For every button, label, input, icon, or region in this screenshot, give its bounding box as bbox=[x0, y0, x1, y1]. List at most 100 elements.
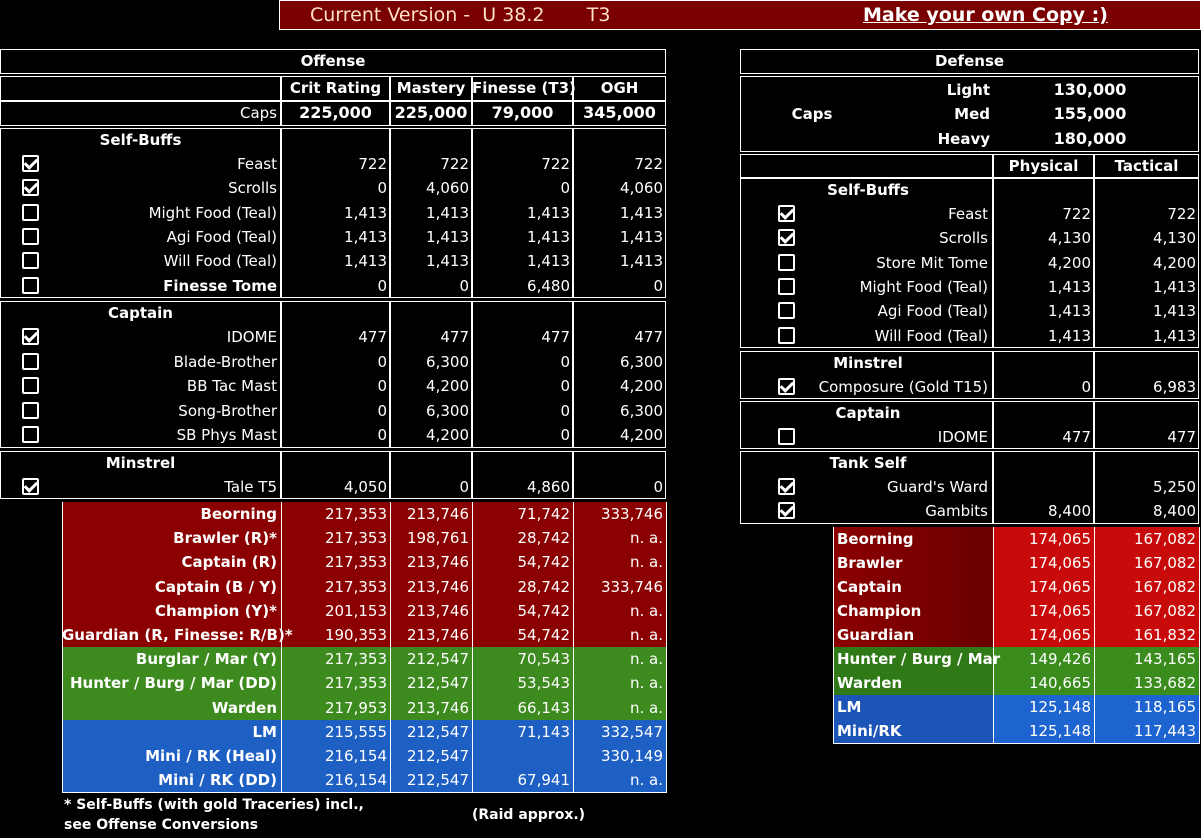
offense-cap-value: 225,000 bbox=[299, 103, 372, 122]
defense-result-label: Champion bbox=[837, 602, 922, 620]
offense-row-value: 722 bbox=[634, 155, 663, 173]
offense-row-value: 477 bbox=[358, 328, 387, 346]
offense-row-value: 1,413 bbox=[527, 252, 570, 271]
offense-section-value-col bbox=[390, 301, 472, 448]
offense-title: Offense bbox=[300, 52, 366, 70]
offense-caps-cell bbox=[0, 101, 281, 126]
offense-checkbox-agi-food-teal-[interactable] bbox=[22, 227, 39, 245]
defense-result-value-bg bbox=[993, 599, 1199, 624]
defense-column-header: Tactical bbox=[1114, 157, 1179, 175]
offense-row-value: 477 bbox=[541, 328, 570, 346]
defense-row-label: Composure (Gold T15) bbox=[818, 378, 988, 396]
defense-result-value: 161,832 bbox=[1133, 626, 1196, 644]
offense-result-value: 212,547 bbox=[406, 674, 469, 693]
offense-section-title: Self-Buffs bbox=[99, 131, 182, 149]
offense-checkbox-idome[interactable] bbox=[22, 328, 39, 345]
offense-row-value: 722 bbox=[440, 155, 469, 173]
defense-result-value: 167,082 bbox=[1133, 578, 1196, 596]
offense-result-row bbox=[62, 623, 666, 648]
defense-checkbox-idome[interactable] bbox=[778, 428, 795, 445]
grid-line bbox=[666, 502, 667, 793]
offense-checkbox-blade-brother[interactable] bbox=[22, 352, 39, 370]
offense-row-value: 722 bbox=[358, 155, 387, 173]
defense-row-label: Guard's Ward bbox=[887, 478, 988, 496]
defense-row-label: Feast bbox=[948, 205, 988, 223]
offense-row-value: 1,413 bbox=[426, 227, 469, 246]
offense-row-value: 1,413 bbox=[344, 203, 387, 222]
defense-result-label: LM bbox=[837, 698, 862, 716]
offense-checkbox-sb-phys-mast[interactable] bbox=[22, 426, 39, 444]
offense-result-value: n. a. bbox=[629, 650, 663, 669]
defense-result-label: Mini/RK bbox=[837, 722, 902, 740]
defense-checkbox-scrolls[interactable] bbox=[778, 229, 795, 247]
defense-result-value: 174,065 bbox=[1028, 578, 1091, 596]
grid-line bbox=[472, 502, 473, 793]
defense-section-value-col bbox=[1094, 451, 1199, 524]
defense-result-label-bg bbox=[833, 719, 993, 744]
offense-result-value: 212,547 bbox=[406, 722, 469, 741]
offense-row-value: 0 bbox=[459, 478, 469, 496]
defense-section-value-col bbox=[993, 451, 1094, 524]
offense-row-label: Tale T5 bbox=[224, 478, 277, 496]
defense-checkbox-agi-food-teal-[interactable] bbox=[778, 302, 795, 320]
defense-checkbox-might-food-teal-[interactable] bbox=[778, 277, 795, 295]
offense-checkbox-scrolls[interactable] bbox=[22, 179, 39, 197]
offense-row-label: Agi Food (Teal) bbox=[166, 227, 277, 246]
offense-result-value: 217,353 bbox=[324, 529, 387, 548]
version-label: Current Version - U 38.2 T3 bbox=[310, 4, 611, 26]
offense-result-label: Champion (Y)* bbox=[155, 601, 277, 620]
offense-checkbox-bb-tac-mast[interactable] bbox=[22, 377, 39, 395]
offense-checkbox-tale-t5[interactable] bbox=[22, 478, 39, 495]
offense-cap-cell bbox=[281, 101, 390, 126]
defense-checkbox-will-food-teal-[interactable] bbox=[778, 326, 795, 344]
defense-caps-block bbox=[740, 76, 1199, 152]
defense-result-value-bg bbox=[993, 695, 1199, 720]
defense-result-value: 167,082 bbox=[1133, 554, 1196, 572]
defense-row-value: 5,250 bbox=[1153, 478, 1196, 496]
offense-header bbox=[0, 49, 666, 74]
defense-result-value: 174,065 bbox=[1028, 626, 1091, 644]
offense-result-value: 213,746 bbox=[406, 626, 469, 644]
offense-row-value: 1,413 bbox=[620, 227, 663, 246]
grid-line bbox=[573, 502, 574, 793]
offense-row-label: SB Phys Mast bbox=[176, 426, 277, 445]
defense-checkbox-guard-s-ward[interactable] bbox=[778, 478, 795, 495]
offense-checkbox-will-food-teal-[interactable] bbox=[22, 252, 39, 270]
defense-result-value-bg bbox=[993, 575, 1199, 600]
offense-checkbox-song-brother[interactable] bbox=[22, 401, 39, 419]
offense-caps-label: Caps bbox=[239, 104, 277, 122]
offense-row-value: 4,200 bbox=[426, 377, 469, 396]
offense-row-value: 0 bbox=[377, 276, 387, 295]
defense-cap-value: 180,000 bbox=[1053, 128, 1127, 148]
defense-checkbox-feast[interactable] bbox=[778, 205, 795, 222]
offense-section-value-col bbox=[573, 128, 666, 298]
defense-result-label-bg bbox=[833, 575, 993, 600]
defense-result-value: 174,065 bbox=[1028, 530, 1091, 548]
offense-colhead-cell bbox=[390, 76, 472, 101]
defense-result-label: Hunter / Burg / Mar bbox=[837, 650, 1001, 668]
defense-result-value: 118,165 bbox=[1133, 698, 1196, 716]
offense-cap-cell bbox=[472, 101, 573, 126]
defense-section-title: Tank Self bbox=[829, 454, 907, 472]
grid-line bbox=[833, 527, 834, 743]
offense-result-value: 67,941 bbox=[517, 771, 571, 790]
defense-checkbox-gambits[interactable] bbox=[778, 502, 795, 519]
defense-row-value: 722 bbox=[1062, 205, 1091, 223]
offense-checkbox-might-food-teal-[interactable] bbox=[22, 203, 39, 221]
offense-row-value: 6,300 bbox=[620, 352, 663, 371]
offense-row-value: 6,300 bbox=[620, 401, 663, 420]
defense-checkbox-store-mit-tome[interactable] bbox=[778, 253, 795, 271]
offense-checkbox-finesse-tome[interactable] bbox=[22, 276, 39, 294]
offense-result-value bbox=[472, 744, 570, 768]
offense-result-value: 215,555 bbox=[324, 722, 387, 741]
offense-row-value: 4,060 bbox=[426, 179, 469, 198]
defense-result-value: 133,682 bbox=[1133, 674, 1196, 692]
offense-checkbox-feast[interactable] bbox=[22, 155, 39, 172]
offense-row-value: 477 bbox=[440, 328, 469, 346]
make-copy-link[interactable]: Make your own Copy :) bbox=[863, 4, 1108, 26]
defense-checkbox-composure-gold-t15-[interactable] bbox=[778, 378, 795, 395]
defense-result-value-bg bbox=[993, 623, 1199, 648]
offense-section-label-col bbox=[0, 128, 281, 298]
defense-caps-label: Caps bbox=[791, 105, 833, 123]
offense-row-value: 6,480 bbox=[527, 276, 570, 295]
